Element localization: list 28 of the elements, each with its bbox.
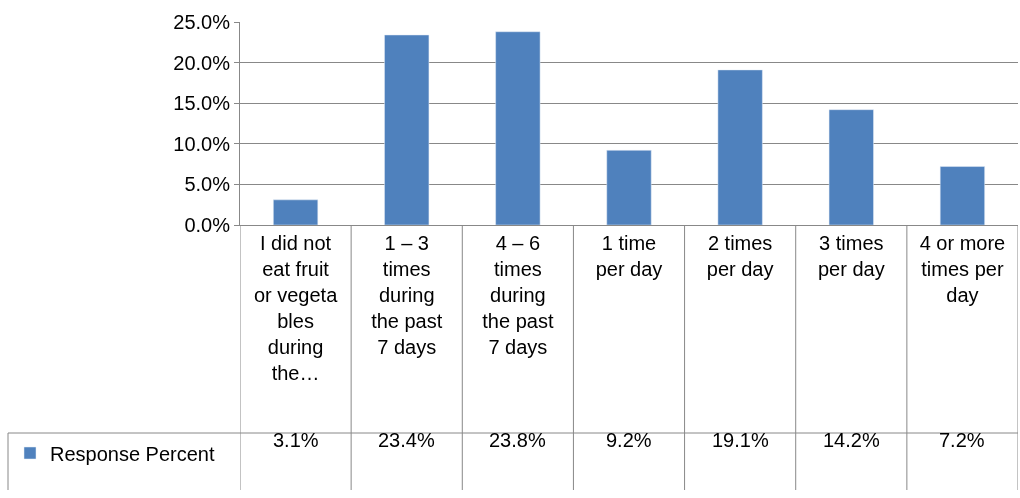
bar [495, 31, 541, 225]
x-tick-label: 3 times per day [817, 232, 885, 280]
x-tick-label: 1 time per day [595, 232, 663, 280]
x-tick-label: 2 times per day [706, 232, 774, 280]
y-tick-label: 5.0% [184, 173, 231, 196]
data-label: 23.8% [489, 429, 546, 451]
y-tick-label: 15.0% [173, 92, 231, 115]
bar [606, 150, 652, 225]
legend-label: Response Percent [50, 442, 215, 465]
y-tick-label: 25.0% [173, 11, 231, 33]
x-tick-label: 4 or more times per day [919, 232, 1006, 306]
y-tick-label: 0.0% [184, 214, 231, 236]
data-label: 9.2% [606, 429, 652, 451]
bar [828, 109, 874, 225]
bar [273, 199, 319, 225]
x-tick-label: I did not eat fruit or vegetables during the… [253, 232, 339, 384]
x-tick-label: 1 – 3 times during the past 7 days [371, 232, 443, 358]
data-label: 19.1% [712, 429, 769, 451]
data-label: 7.2% [939, 429, 985, 451]
bar [384, 34, 430, 225]
data-label: 23.4% [378, 429, 435, 451]
x-tick-label: 4 – 6 times during the past 7 days [482, 232, 554, 358]
bar [939, 166, 985, 225]
y-tick-label: 20.0% [173, 51, 231, 74]
data-label: 3.1% [273, 429, 319, 451]
data-label: 14.2% [823, 429, 880, 451]
bar [717, 69, 763, 225]
y-tick-label: 10.0% [173, 132, 231, 155]
